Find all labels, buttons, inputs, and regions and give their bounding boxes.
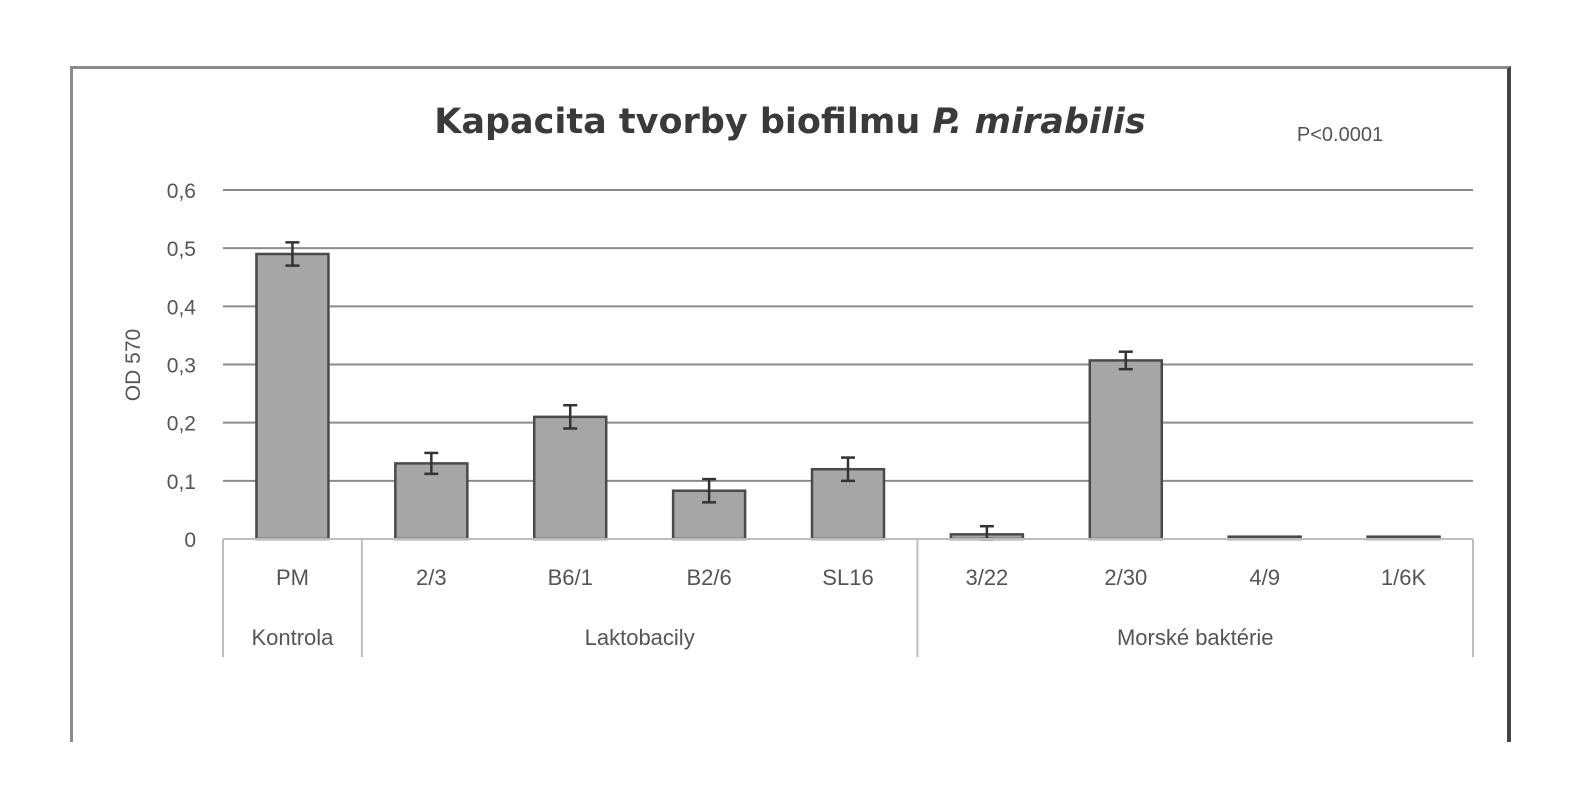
x-tick-label: 2/30 — [1104, 565, 1147, 590]
bar — [255, 252, 330, 541]
chart-title: Kapacita tvorby biofilmu P. mirabilis — [434, 102, 1146, 142]
error-bars — [285, 241, 1133, 541]
chart-frame — [70, 66, 1511, 742]
x-tick-label: 3/22 — [965, 565, 1008, 590]
p-value-annotation: P<0.0001 — [1297, 124, 1383, 146]
x-tick-label: PM — [276, 565, 309, 590]
bar — [1088, 359, 1164, 541]
y-tick-label: 0,5 — [167, 238, 196, 261]
y-tick-label: 0,2 — [167, 413, 196, 436]
group-label: Kontrola — [251, 625, 334, 650]
x-tick-label: 2/3 — [416, 565, 447, 590]
gridlines — [223, 189, 1473, 482]
x-tick-label: B2/6 — [686, 565, 731, 590]
x-tick-label: SL16 — [822, 565, 873, 590]
y-axis-label: OD 570 — [122, 329, 145, 401]
y-tick-label: 0,6 — [167, 180, 196, 203]
bars — [255, 252, 1441, 541]
x-tick-label: 4/9 — [1249, 565, 1280, 590]
x-axis: PM 2/3 B6/1 B2/6 SL16 3/22 2/30 4/9 1/6K Kontrola… — [222, 538, 1474, 657]
y-tick-label: 0,3 — [167, 355, 196, 378]
x-tick-label: B6/1 — [548, 565, 593, 590]
bar — [532, 415, 608, 541]
y-tick-label: 0 — [184, 529, 196, 552]
x-tick-label: 1/6K — [1381, 565, 1427, 590]
group-label: Morské baktérie — [1117, 625, 1274, 650]
y-tick-labels: 0 0,1 0,2 0,3 0,4 0,5 0,6 — [167, 180, 197, 552]
group-label: Laktobacily — [585, 625, 695, 650]
y-tick-label: 0,1 — [167, 471, 196, 494]
y-tick-label: 0,4 — [167, 296, 197, 319]
